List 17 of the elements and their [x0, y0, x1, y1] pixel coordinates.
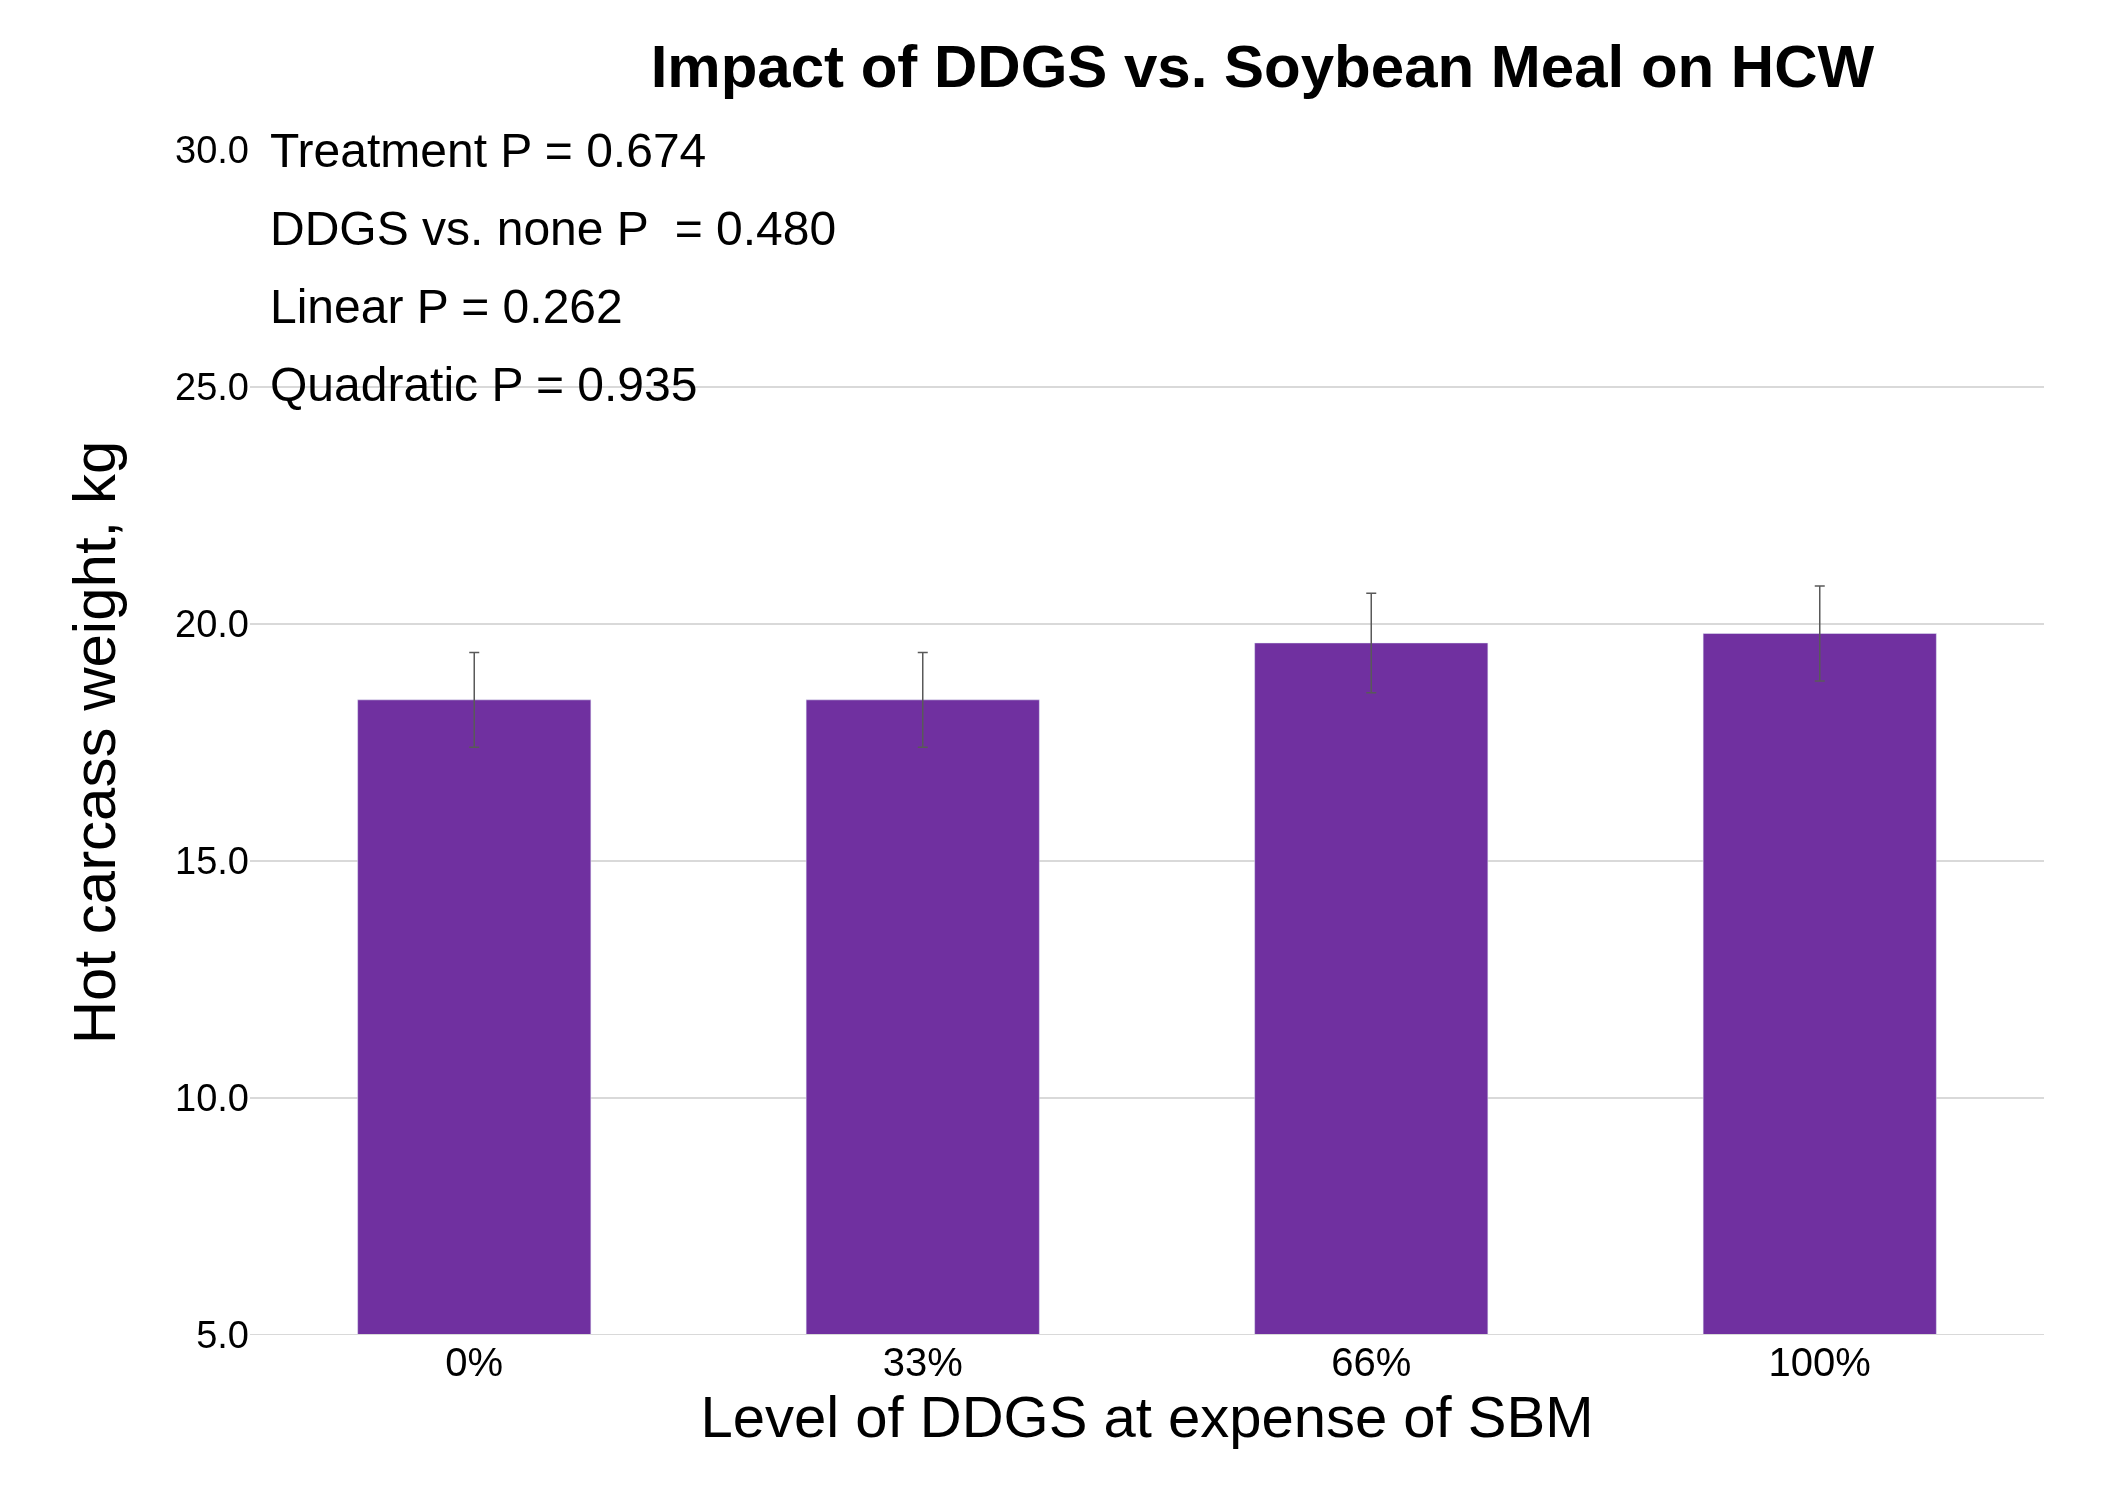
annotation: DDGS vs. none P = 0.480 — [270, 202, 837, 255]
annotation: Linear P = 0.262 — [270, 280, 623, 333]
y-tick-label: 5.0 — [196, 1314, 249, 1357]
annotation: Treatment P = 0.674 — [270, 124, 707, 177]
y-tick-label: 20.0 — [175, 603, 249, 646]
x-tick-label: 33% — [882, 1340, 963, 1384]
x-tick-label: 0% — [445, 1340, 504, 1384]
chart-title: Impact of DDGS vs. Soybean Meal on HCW — [650, 32, 1875, 100]
annotation: Quadratic P = 0.935 — [270, 358, 698, 411]
y-tick-label: 25.0 — [175, 366, 249, 409]
y-tick-label: 10.0 — [175, 1077, 249, 1120]
x-tick-label: 66% — [1331, 1340, 1412, 1384]
x-axis-title: Level of DDGS at expense of SBM — [700, 1384, 1594, 1449]
x-tick-label: 100% — [1768, 1340, 1871, 1384]
y-tick-label: 30.0 — [175, 129, 249, 172]
y-tick-label: 15.0 — [175, 840, 249, 883]
y-axis-title: Hot carcass weight, kg — [60, 440, 128, 1045]
